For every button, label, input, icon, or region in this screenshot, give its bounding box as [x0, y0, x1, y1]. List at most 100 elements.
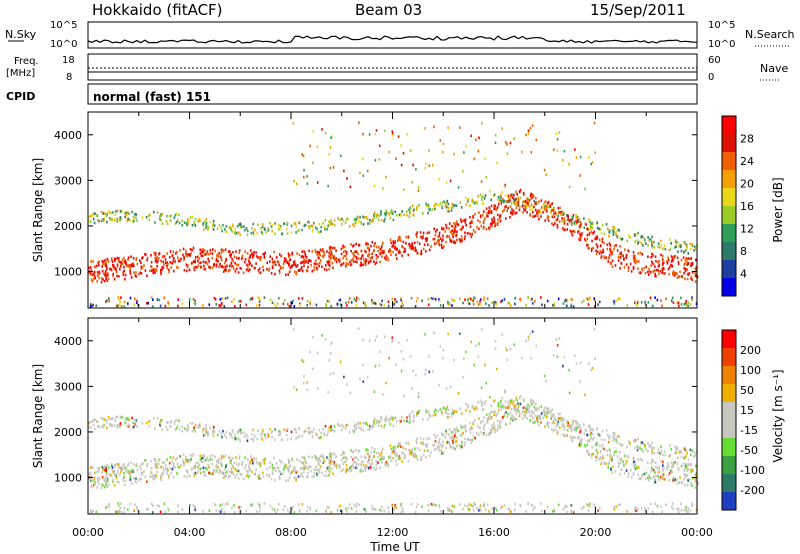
velocity-point	[156, 504, 159, 507]
velocity-point	[464, 424, 467, 427]
velocity-point	[596, 443, 598, 447]
power-point	[232, 264, 234, 268]
power-point	[319, 230, 321, 234]
velocity-point	[291, 457, 293, 461]
power-point	[651, 252, 653, 256]
velocity-point	[579, 430, 582, 433]
velocity-point	[120, 423, 122, 427]
velocity-point	[136, 468, 139, 472]
power-point	[97, 274, 99, 277]
power-point	[654, 296, 656, 299]
power-point	[223, 228, 226, 231]
velocity-point	[356, 502, 358, 506]
velocity-point	[251, 470, 253, 473]
power-point	[220, 258, 223, 262]
power-point	[578, 238, 580, 241]
power-point	[458, 238, 461, 241]
velocity-point	[220, 471, 223, 475]
velocity-point	[124, 483, 126, 487]
power-point	[303, 224, 306, 227]
velocity-point	[188, 459, 190, 462]
velocity-point	[652, 476, 655, 479]
velocity-point	[662, 467, 664, 471]
power-point	[517, 200, 520, 204]
power-point	[218, 224, 221, 227]
velocity-point	[693, 455, 695, 458]
power-point	[444, 230, 446, 233]
velocity-point	[619, 462, 622, 465]
velocity-point	[314, 432, 317, 435]
power-point	[118, 257, 120, 260]
power-point	[367, 222, 369, 225]
velocity-point	[107, 479, 109, 483]
velocity-point	[407, 459, 410, 463]
velocity-point	[369, 466, 372, 469]
velocity-point	[392, 447, 395, 451]
power-point	[426, 231, 429, 235]
velocity-point	[182, 453, 185, 457]
power-point	[579, 224, 582, 227]
power-point	[515, 211, 518, 215]
velocity-point	[333, 425, 336, 428]
power-point	[129, 272, 132, 275]
power-point	[623, 266, 626, 269]
power-point	[641, 269, 644, 272]
power-point	[567, 214, 569, 218]
power-point	[230, 263, 233, 267]
velocity-point	[198, 423, 201, 426]
velocity-point	[135, 464, 137, 468]
velocity-point	[141, 472, 144, 475]
velocity-point	[248, 462, 251, 466]
power-point	[467, 197, 469, 201]
velocity-point	[373, 390, 376, 393]
velocity-point	[362, 421, 364, 425]
velocity-point	[583, 432, 586, 435]
power-point	[522, 200, 525, 203]
power-point	[381, 299, 383, 303]
velocity-point	[185, 428, 188, 431]
velocity-point	[350, 507, 353, 510]
velocity-point	[586, 433, 588, 437]
velocity-point	[424, 373, 426, 376]
power-point	[261, 225, 264, 229]
velocity-point	[91, 420, 94, 423]
power-point	[532, 194, 534, 197]
velocity-point	[651, 466, 653, 470]
velocity-point	[562, 364, 564, 368]
velocity-point	[447, 506, 449, 510]
power-point	[193, 300, 196, 304]
power-point	[535, 201, 538, 204]
power-point	[531, 124, 534, 127]
power-point	[633, 260, 636, 263]
velocity-point	[165, 425, 168, 429]
velocity-point	[668, 455, 670, 458]
nsky-panel: N.Sky 10^5 10^0 10^5 10^0 N.Search	[5, 20, 795, 50]
power-point	[674, 272, 676, 275]
velocity-point	[483, 403, 486, 406]
power-point	[269, 298, 272, 302]
power-point	[104, 212, 106, 215]
velocity-point	[678, 450, 681, 453]
velocity-point	[497, 404, 500, 408]
velocity-point	[352, 463, 354, 467]
velocity-point	[313, 468, 316, 471]
power-point	[566, 304, 568, 308]
velocity-point	[301, 475, 304, 479]
velocity-point	[549, 416, 552, 420]
velocity-point	[468, 503, 470, 506]
velocity-point	[596, 432, 599, 436]
power-point	[247, 267, 249, 271]
power-point	[352, 259, 354, 262]
velocity-point	[98, 466, 100, 470]
power-point	[385, 175, 387, 179]
power-point	[441, 226, 443, 229]
power-point	[465, 196, 467, 200]
power-point	[345, 252, 348, 255]
power-point	[291, 251, 293, 255]
power-point	[104, 279, 106, 283]
velocity-point	[636, 445, 639, 448]
power-point	[306, 182, 309, 186]
velocity-point	[613, 433, 616, 437]
power-point	[159, 217, 161, 221]
power-point	[439, 304, 442, 307]
